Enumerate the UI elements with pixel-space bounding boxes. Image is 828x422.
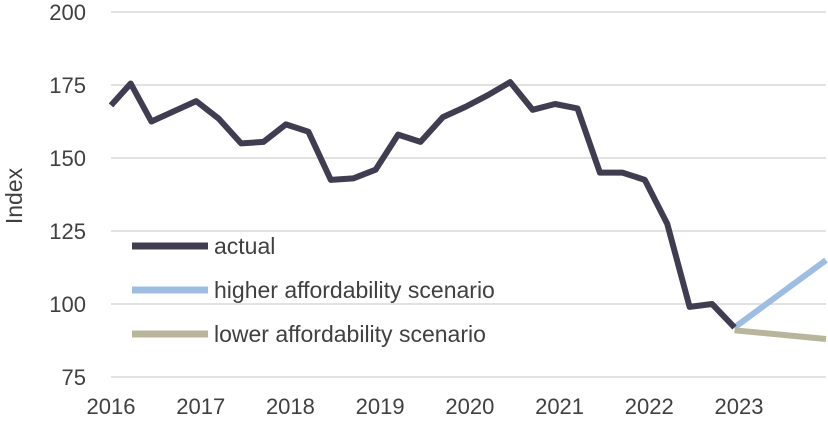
x-tick-label-2022: 2022 [625, 394, 674, 419]
series-lines [108, 79, 828, 342]
series-line-lower-affordability-scenario [734, 327, 827, 342]
gridlines [111, 11, 826, 378]
x-tick-label-2023: 2023 [715, 394, 764, 419]
y-tick-label-150: 150 [49, 146, 86, 171]
legend-label-higher-affordability: higher affordability scenario [214, 277, 495, 303]
x-tick-label-2017: 2017 [176, 394, 225, 419]
x-tick-label-2019: 2019 [356, 394, 405, 419]
x-tick-label-2020: 2020 [445, 394, 494, 419]
y-axis-title: Index [1, 167, 27, 224]
y-axis-ticks: 75 100 125 150 175 200 [49, 0, 86, 390]
x-tick-label-2021: 2021 [535, 394, 584, 419]
y-tick-label-125: 125 [49, 219, 86, 244]
x-tick-label-2016: 2016 [87, 394, 136, 419]
y-tick-label-175: 175 [49, 73, 86, 98]
legend: actual higher affordability scenario low… [132, 233, 495, 347]
series-line-actual [108, 79, 737, 330]
y-tick-label-75: 75 [62, 365, 86, 390]
y-tick-label-100: 100 [49, 292, 86, 317]
y-tick-label-200: 200 [49, 0, 86, 25]
x-tick-label-2018: 2018 [266, 394, 315, 419]
series-line-higher-affordability-scenario [732, 257, 828, 330]
legend-label-actual: actual [214, 233, 275, 259]
legend-label-lower-affordability: lower affordability scenario [214, 321, 486, 347]
x-axis-ticks: 2016 2017 2018 2019 2020 2021 2022 2023 [87, 394, 764, 419]
